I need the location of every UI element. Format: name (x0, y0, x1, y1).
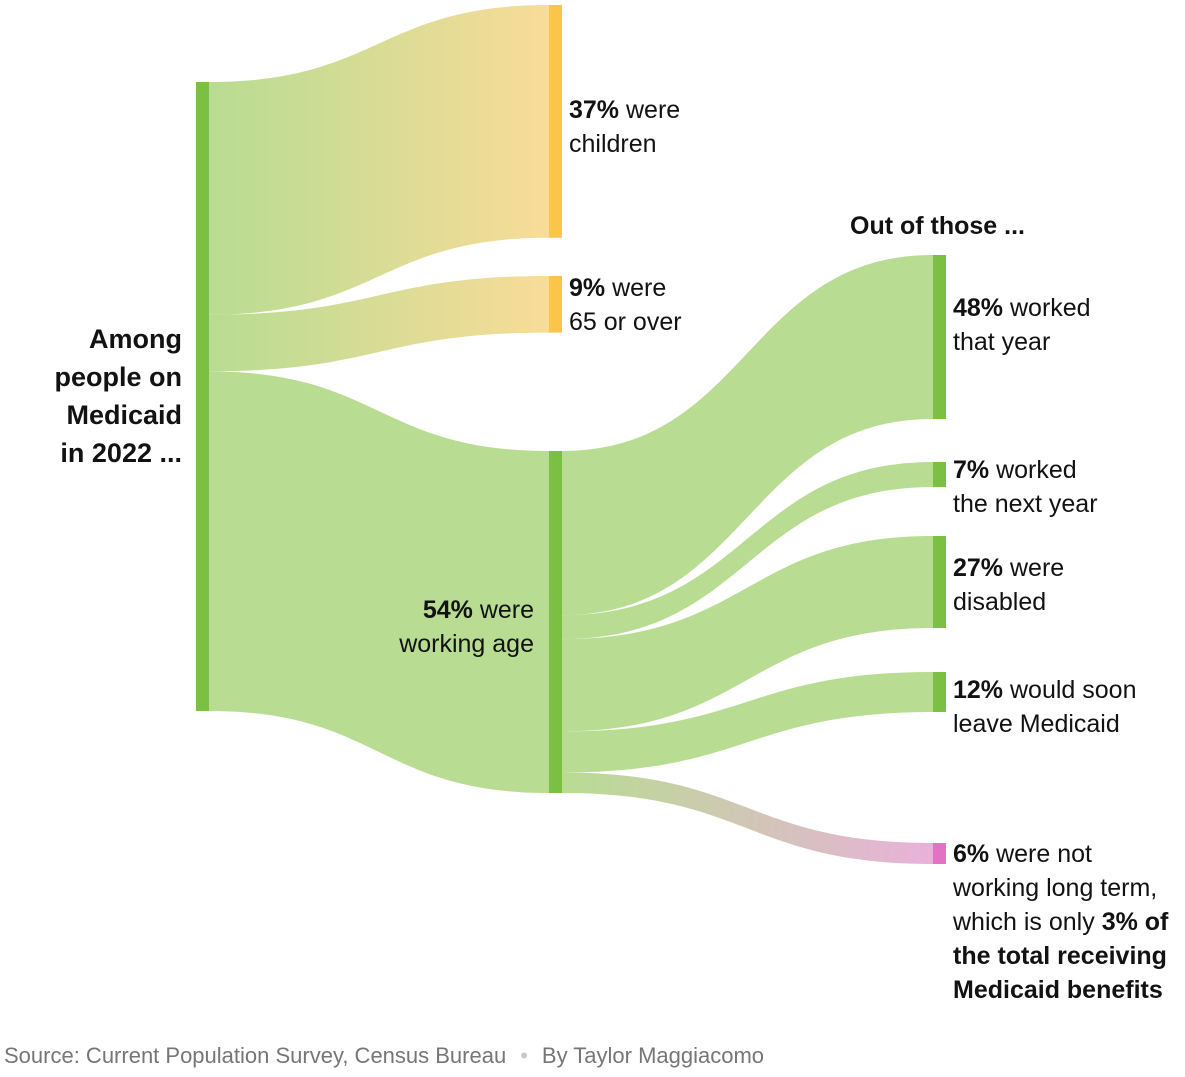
worked-next-text: worked (996, 456, 1077, 484)
worked-pct: 48% (953, 294, 1004, 322)
link-working_age-to-disabled (562, 536, 933, 732)
working-age-label: 54% were working age (340, 593, 534, 661)
not-working-text: which is only (953, 908, 1095, 936)
node-leave (933, 672, 946, 712)
link-root-to-working_age (209, 371, 549, 793)
over65-label: 9% were 65 or over (569, 271, 682, 339)
disabled-text: were (1010, 554, 1065, 582)
over65-text: 65 or over (569, 308, 682, 336)
not-working-text: were not (996, 840, 1092, 868)
link-working_age-to-leave (562, 672, 933, 773)
children-pct: 37% (569, 96, 620, 124)
source-footer: Source: Current Population Survey, Censu… (4, 1043, 764, 1069)
separator-dot: • (520, 1043, 528, 1068)
working-age-pct: 54% (422, 596, 473, 624)
link-working_age-to-not_working (562, 772, 933, 864)
worked-text: that year (953, 328, 1051, 356)
worked-next-label: 7% worked the next year (953, 453, 1098, 521)
worked-text: worked (1010, 294, 1091, 322)
leave-text: would soon (1010, 676, 1137, 704)
working-age-text: working age (399, 630, 534, 658)
over65-text: were (612, 274, 667, 302)
not-working-emphasis: Medicaid benefits (953, 976, 1163, 1004)
not-working-emphasis: the total receiving (953, 942, 1167, 970)
not-working-label: 6% were not working long term, which is … (953, 837, 1168, 1007)
link-root-to-children (209, 5, 549, 315)
node-not_working (933, 843, 946, 864)
link-root-to-over65 (209, 276, 549, 372)
children-text: children (569, 130, 657, 158)
over65-pct: 9% (569, 274, 606, 302)
leave-pct: 12% (953, 676, 1004, 704)
worked-label: 48% worked that year (953, 291, 1091, 359)
root-label-line: in 2022 ... (60, 438, 182, 468)
subheader: Out of those ... (850, 212, 1025, 240)
root-label: Among people on Medicaid in 2022 ... (20, 320, 183, 472)
root-label-line: Among (89, 324, 182, 354)
node-working_age (549, 451, 562, 793)
link-working_age-to-worked (562, 255, 933, 616)
node-worked (933, 255, 946, 419)
node-over65 (549, 276, 562, 333)
leave-text: leave Medicaid (953, 710, 1120, 738)
disabled-label: 27% were disabled (953, 551, 1064, 619)
node-root (196, 82, 209, 711)
worked-next-pct: 7% (953, 456, 990, 484)
source-text: Source: Current Population Survey, Censu… (4, 1043, 507, 1068)
not-working-text: working long term, (953, 874, 1158, 902)
children-label: 37% were children (569, 93, 680, 161)
disabled-text: disabled (953, 588, 1047, 616)
root-label-line: people on (54, 362, 183, 392)
link-working_age-to-worked_next (562, 462, 933, 640)
node-worked_next (933, 462, 946, 487)
byline-text: By Taylor Maggiacomo (541, 1043, 765, 1068)
not-working-emphasis: 3% of (1101, 908, 1169, 936)
leave-label: 12% would soon leave Medicaid (953, 673, 1136, 741)
children-text: were (626, 96, 681, 124)
working-age-text: were (479, 596, 534, 624)
node-children (549, 5, 562, 238)
node-disabled (933, 536, 946, 628)
root-label-line: Medicaid (66, 400, 182, 430)
not-working-pct: 6% (953, 840, 990, 868)
disabled-pct: 27% (953, 554, 1004, 582)
worked-next-text: the next year (953, 490, 1098, 518)
